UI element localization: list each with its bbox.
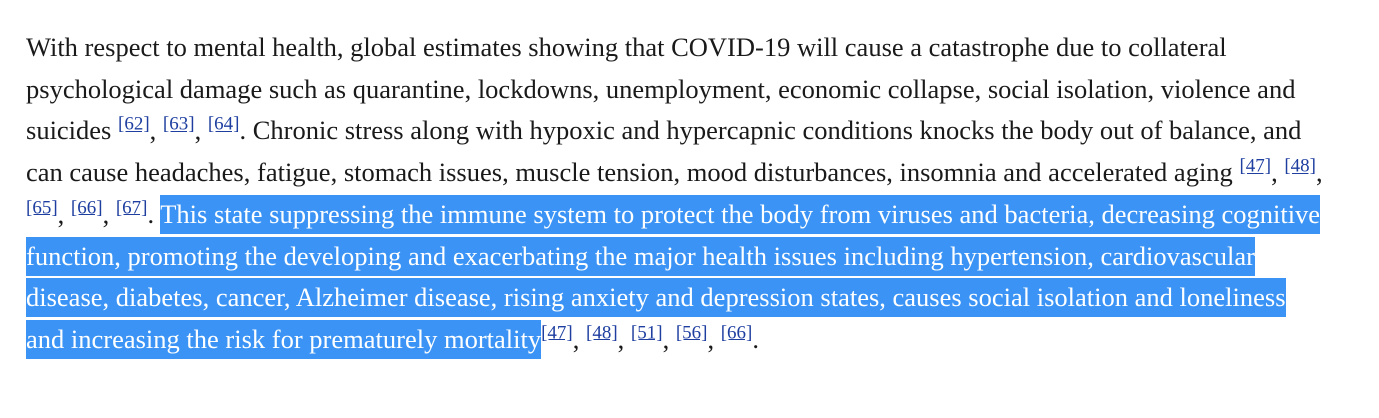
citation-separator: , bbox=[662, 323, 676, 354]
citation-link[interactable]: [63] bbox=[162, 113, 195, 135]
citation-link[interactable]: [48] bbox=[1284, 155, 1316, 177]
citation-link[interactable]: [48] bbox=[586, 322, 618, 344]
paragraph-text-intro: With respect to mental health, global es… bbox=[26, 32, 1296, 146]
citation-separator: , bbox=[707, 323, 721, 354]
citation-separator: , bbox=[57, 198, 71, 229]
citation-link[interactable]: [64] bbox=[207, 113, 240, 135]
citation-separator: , bbox=[194, 115, 208, 146]
paragraph-end: . bbox=[752, 323, 760, 354]
paragraph-text-middle: . Chronic stress along with hypoxic and … bbox=[26, 115, 1302, 188]
citation-separator: , bbox=[617, 323, 631, 354]
sentence-end: . bbox=[147, 198, 161, 229]
citation-separator: , bbox=[572, 323, 587, 354]
citation-separator: , bbox=[1316, 157, 1323, 188]
citation-separator: , bbox=[1271, 157, 1285, 188]
citation-separator: , bbox=[102, 198, 116, 229]
citation-link[interactable]: [47] bbox=[1239, 155, 1272, 177]
citation-link[interactable]: [56] bbox=[675, 322, 708, 344]
citation-link[interactable]: [51] bbox=[630, 322, 663, 344]
citation-link[interactable]: [67] bbox=[115, 197, 148, 219]
article-paragraph: With respect to mental health, global es… bbox=[26, 27, 1326, 361]
citation-link[interactable]: [66] bbox=[720, 322, 753, 344]
citation-link[interactable]: [62] bbox=[118, 113, 150, 135]
citation-separator: , bbox=[149, 115, 163, 146]
citation-link[interactable]: [66] bbox=[70, 197, 103, 219]
citation-link[interactable]: [65] bbox=[26, 197, 58, 219]
citation-link[interactable]: [47] bbox=[541, 322, 573, 344]
